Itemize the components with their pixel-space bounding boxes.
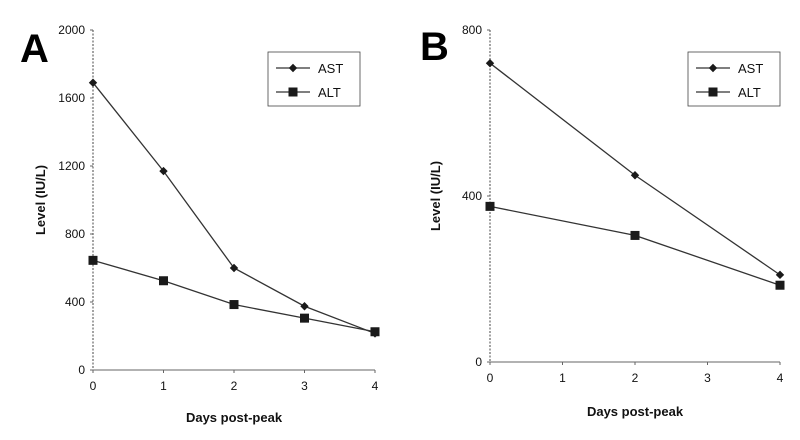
x-tick-label: 4 <box>777 371 784 385</box>
y-tick-label: 1200 <box>58 159 85 173</box>
panel-letter: A <box>20 27 49 71</box>
legend-label-ast: AST <box>738 61 763 76</box>
x-tick-label: 4 <box>372 379 379 393</box>
x-tick-label: 2 <box>231 379 238 393</box>
series-ast <box>485 59 785 280</box>
x-tick-label: 0 <box>487 371 494 385</box>
x-axis-title: Days post-peak <box>587 404 684 419</box>
data-point-ast <box>159 166 168 176</box>
series-line-ast <box>92 82 376 335</box>
data-point-ast <box>485 59 495 68</box>
y-tick-label: 800 <box>462 23 482 37</box>
chart-panel-b: B 0 400 800 0 1 2 3 4 Days post-peak Level (IU/L) A… <box>420 23 785 419</box>
legend-label-ast: AST <box>318 61 343 76</box>
legend-label-alt: ALT <box>738 85 761 100</box>
data-point-alt <box>88 255 98 265</box>
y-axis-title: Level (IU/L) <box>428 161 443 231</box>
legend-swatch-marker <box>708 87 718 97</box>
data-point-alt <box>300 313 309 323</box>
legend-label-alt: ALT <box>318 85 341 100</box>
chart-panel-a: A 0 400 800 1200 1600 2000 0 1 2 3 4 Days post-peak L… <box>20 23 380 425</box>
legend: AST ALT <box>687 51 781 107</box>
y-axis-title: Level (IU/L) <box>33 165 48 235</box>
data-point-ast <box>300 302 309 311</box>
y-tick-label: 800 <box>65 227 85 241</box>
y-tick-label: 0 <box>78 363 85 377</box>
y-tick-label: 1600 <box>58 91 85 105</box>
series-ast <box>88 78 380 338</box>
series-line-alt <box>489 205 781 286</box>
series-alt <box>485 201 785 290</box>
x-tick-label: 3 <box>704 371 711 385</box>
data-point-ast <box>229 263 239 273</box>
data-point-alt <box>370 327 380 337</box>
data-point-ast <box>630 171 640 180</box>
y-tick-label: 400 <box>65 295 85 309</box>
x-tick-label: 3 <box>301 379 308 393</box>
data-point-ast <box>775 270 785 280</box>
legend-box <box>687 51 781 107</box>
x-tick-label: 1 <box>160 379 167 393</box>
data-point-alt <box>775 280 785 290</box>
data-point-alt <box>630 230 640 240</box>
data-point-ast <box>88 78 98 87</box>
legend-swatch-marker <box>288 87 298 97</box>
data-point-alt <box>485 201 495 211</box>
y-tick-label: 0 <box>475 355 482 369</box>
legend-swatch-marker <box>708 63 718 73</box>
legend-box <box>267 51 361 107</box>
legend-swatch-marker <box>288 63 298 73</box>
panel-letter: B <box>420 25 449 69</box>
data-point-alt <box>229 300 239 310</box>
x-axis-title: Days post-peak <box>186 410 283 425</box>
y-tick-label: 400 <box>462 189 482 203</box>
series-alt <box>88 255 380 337</box>
y-tick-label: 2000 <box>58 23 85 37</box>
data-point-alt <box>159 276 168 286</box>
x-tick-label: 2 <box>632 371 639 385</box>
x-tick-label: 0 <box>90 379 97 393</box>
x-tick-label: 1 <box>559 371 566 385</box>
legend: AST ALT <box>267 51 361 107</box>
